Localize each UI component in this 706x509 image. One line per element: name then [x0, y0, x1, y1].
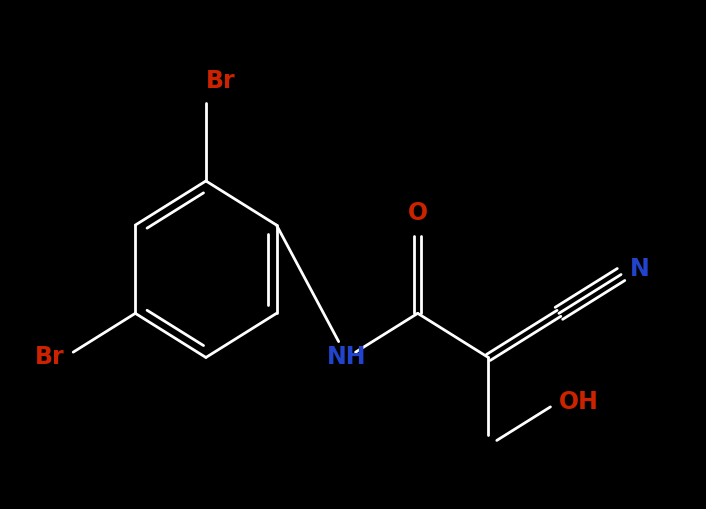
Text: OH: OH: [559, 389, 599, 414]
Text: N: N: [630, 257, 650, 281]
Text: Br: Br: [35, 346, 65, 370]
Text: NH: NH: [328, 346, 367, 370]
Text: O: O: [407, 201, 428, 225]
Text: Br: Br: [206, 69, 236, 93]
